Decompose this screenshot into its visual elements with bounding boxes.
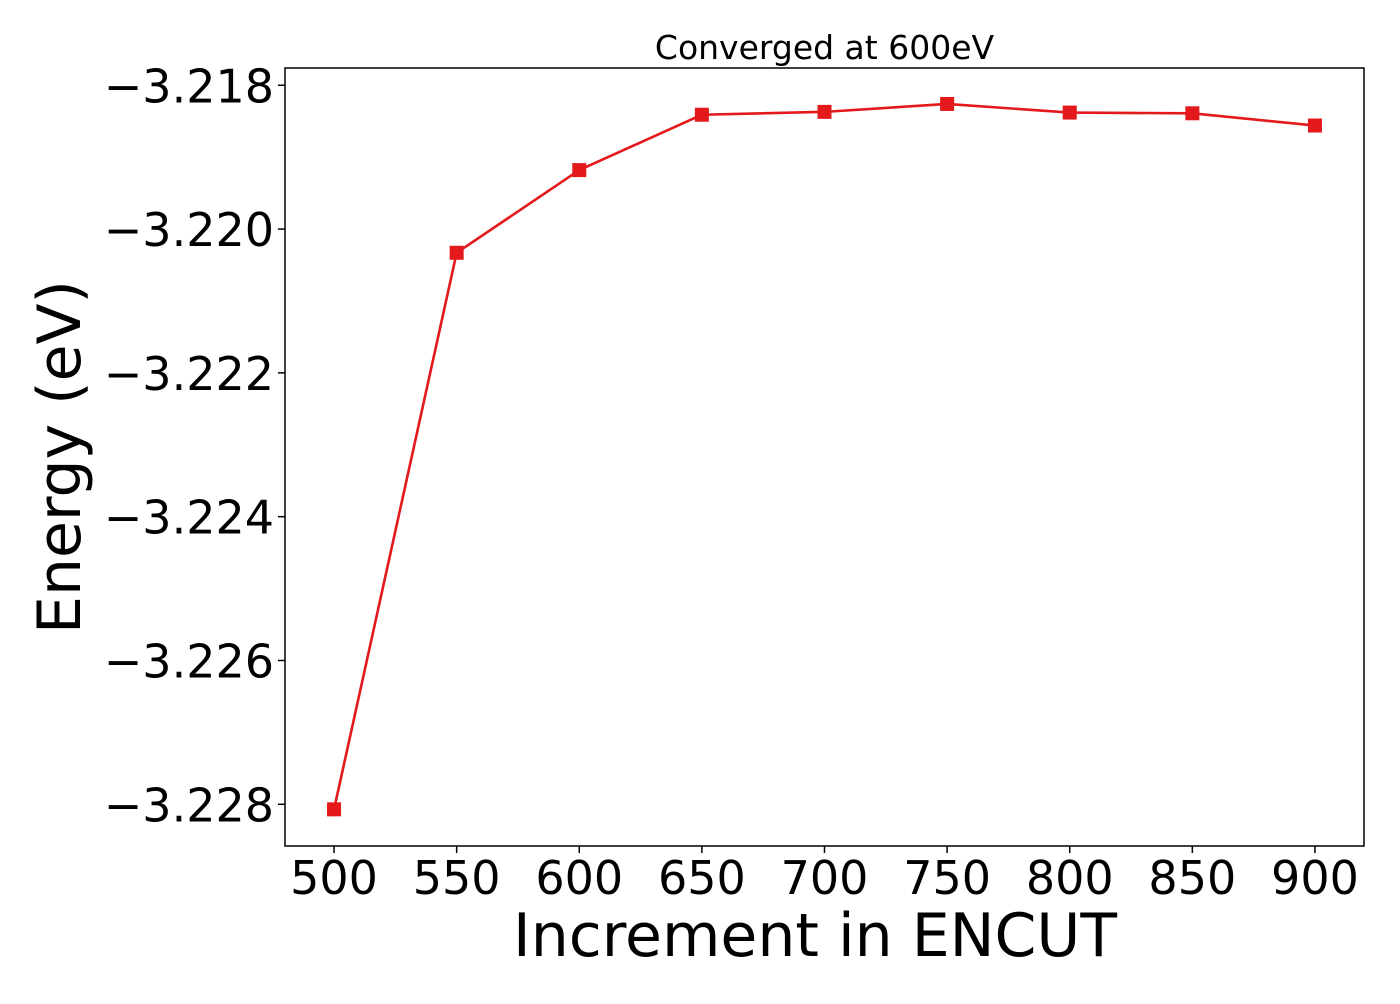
- y-tick-label: −3.226: [104, 634, 274, 688]
- x-tick-label: 750: [903, 851, 991, 905]
- data-point-marker: [449, 245, 464, 260]
- x-axis-ticks: 500 550 600 650 700 750 800 850 900: [290, 846, 1359, 905]
- x-tick-label: 900: [1271, 851, 1359, 905]
- data-point-marker: [940, 96, 955, 111]
- y-tick-label: −3.222: [104, 347, 274, 401]
- x-tick-label: 650: [658, 851, 746, 905]
- data-point-marker: [1307, 118, 1322, 133]
- y-tick-label: −3.228: [104, 778, 274, 832]
- x-tick-label: 550: [413, 851, 501, 905]
- plot-frame: [284, 67, 1365, 847]
- data-point-marker: [1185, 106, 1200, 121]
- data-point-marker: [817, 104, 832, 119]
- x-tick-label: 600: [535, 851, 623, 905]
- data-point-marker: [694, 107, 709, 122]
- chart-title: Converged at 600eV: [655, 28, 995, 67]
- y-axis-label: Energy (eV): [25, 280, 95, 634]
- x-tick-label: 800: [1026, 851, 1114, 905]
- y-axis-ticks: −3.228 −3.226 −3.224 −3.222 −3.220 −3.218: [104, 59, 285, 832]
- data-point-marker: [1062, 105, 1077, 120]
- x-tick-label: 700: [781, 851, 869, 905]
- data-point-marker: [572, 163, 587, 178]
- y-tick-label: −3.224: [104, 491, 274, 545]
- series-layer: [327, 96, 1322, 817]
- data-point-marker: [327, 802, 342, 817]
- y-tick-label: −3.218: [104, 59, 274, 113]
- y-tick-label: −3.220: [104, 203, 274, 257]
- x-axis-label: Increment in ENCUT: [513, 901, 1117, 971]
- plot-area: [285, 68, 1364, 846]
- x-tick-label: 850: [1148, 851, 1236, 905]
- x-tick-label: 500: [290, 851, 378, 905]
